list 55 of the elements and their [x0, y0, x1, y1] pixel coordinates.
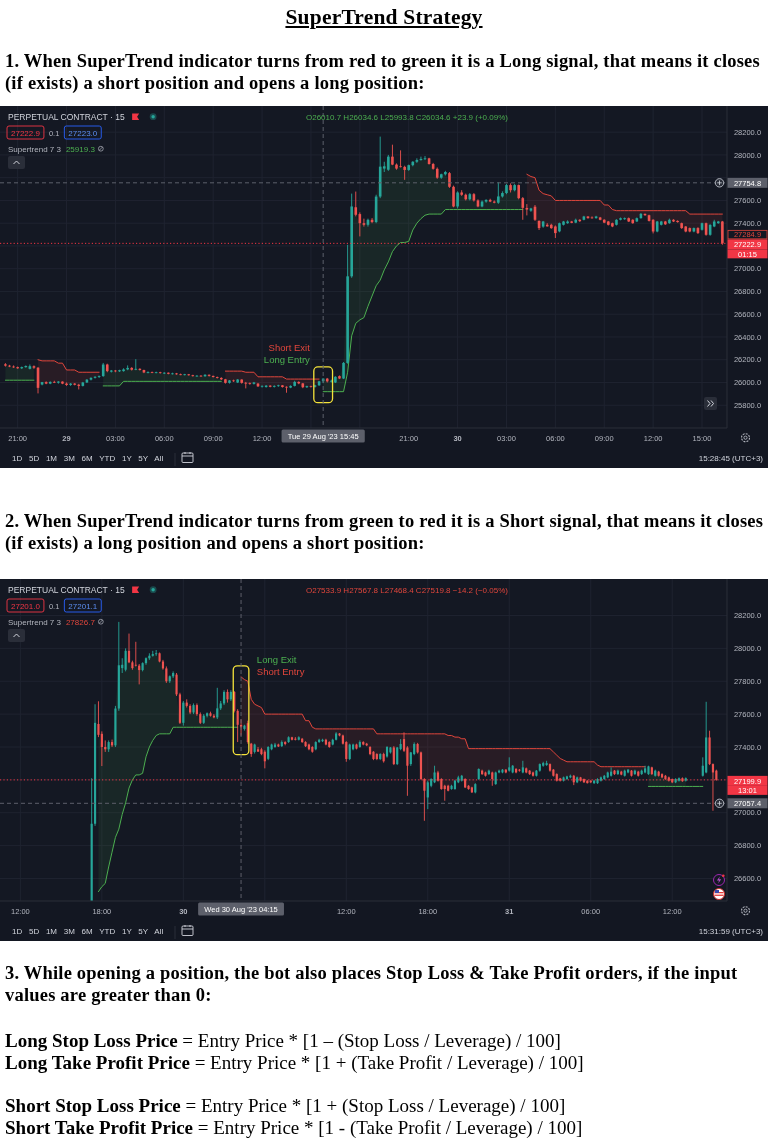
candlestick	[248, 382, 252, 386]
annotation: 27222.9	[11, 128, 41, 138]
candlestick	[124, 647, 127, 672]
text: 3. While opening a position, the bot also places Stop Loss & Take Profit orders, if the input values are greater than 0:	[4, 962, 739, 1006]
candlestick	[134, 358, 138, 371]
text: 1D 5D 1M 3M 6M YTD 1Y 5Y All	[12, 453, 164, 463]
candlestick	[423, 777, 426, 822]
annotation: 25919.3	[65, 144, 96, 154]
candlestick	[309, 385, 313, 389]
candlestick	[452, 185, 455, 208]
candlestick	[354, 191, 358, 217]
text: 1D 5D 1M 3M 6M YTD 1Y 5Y All	[12, 926, 164, 936]
line-series	[240, 676, 646, 768]
candlestick	[216, 687, 219, 720]
candlestick	[252, 381, 256, 385]
candlestick	[525, 203, 529, 216]
candlestick	[423, 155, 427, 161]
candlestick	[146, 370, 150, 374]
candlestick	[426, 780, 429, 810]
candlestick	[521, 196, 525, 221]
text: Long Take Profit Price = Entry Price * [1 + (Take Profit / Leverage) / 100]	[5, 1052, 584, 1073]
candlestick	[32, 364, 36, 370]
annotation: 27223.0	[68, 128, 98, 138]
annotation: Long Entry	[263, 354, 311, 366]
chart-subtitle: 1. When SuperTrend indicator turns from red to green it is a Long signal, that means it closes (if exists) a short position and opens a long position:	[4, 50, 761, 94]
annotation: Supertrend 7 3	[8, 617, 62, 627]
candlestick	[399, 149, 402, 168]
chart-subtitle: 2. When SuperTrend indicator turns from green to red it is a Short signal, that means it closes (if exists) a long position and opens a short position:	[4, 510, 765, 554]
annotation: Supertrend 7 3	[8, 144, 62, 154]
text: Short Take Profit Price = Entry Price * [1 - (Take Profit / Leverage) / 100]	[5, 1117, 583, 1138]
candlestick	[236, 708, 239, 743]
candlestick	[155, 649, 158, 657]
chart-title: SuperTrend Strategy	[284, 4, 484, 29]
annotation: O27533.9 H27567.8 L27468.4 C27519.8 −14.2 (−0.05%)	[306, 586, 509, 595]
annotation: Short Exit	[268, 342, 311, 354]
candlestick	[134, 641, 137, 667]
text: Long Stop Loss Price = Entry Price * [1 – (Stop Loss / Leverage) / 100]	[5, 1030, 561, 1051]
annotation: 27201.1	[68, 601, 98, 611]
annotation: PERPETUAL CONTRACT · 15	[8, 112, 125, 122]
candlestick	[182, 700, 185, 727]
text: Short Stop Loss Price = Entry Price * [1 + (Stop Loss / Leverage) / 100]	[5, 1095, 566, 1116]
candlestick	[415, 157, 419, 164]
candlestick	[497, 181, 500, 205]
annotation: PERPETUAL CONTRACT · 15	[8, 585, 125, 595]
text: 15:28:45 (UTC+3)	[698, 453, 764, 463]
annotation: 27201.0	[11, 601, 41, 611]
annotation: Short Entry	[256, 665, 305, 677]
candlestick	[362, 218, 366, 228]
candlestick	[285, 385, 288, 394]
annotation: 27826.7	[65, 617, 96, 627]
text: 15:31:59 (UTC+3)	[698, 926, 764, 936]
candlestick	[256, 746, 260, 753]
annotation: O26010.7 H26034.6 L25993.8 C26034.6 +23.9 (+0.09%)	[306, 113, 509, 122]
annotation: Long Exit	[256, 654, 297, 666]
candlestick	[484, 198, 488, 204]
